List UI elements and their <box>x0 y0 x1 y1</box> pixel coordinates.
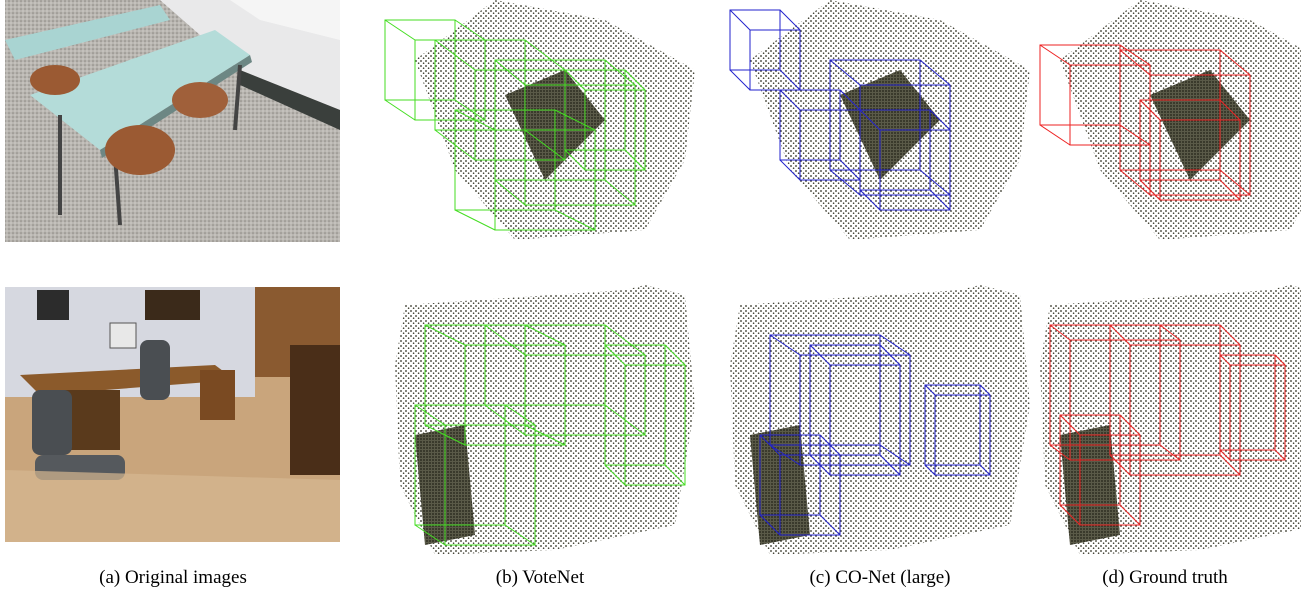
caption: (a) Original images <box>99 567 247 588</box>
box-edge <box>730 70 750 90</box>
figure: (a) Original images (b) VoteNet (c) CO-Net… <box>0 0 1301 592</box>
box-edge <box>1040 45 1070 65</box>
caption: (b) VoteNet <box>496 567 585 588</box>
point-cloud-object <box>1060 425 1120 545</box>
box-edge <box>385 100 415 120</box>
caption: (d) Ground truth <box>1102 567 1228 588</box>
box-edge <box>1040 125 1070 145</box>
photo-office <box>5 287 340 542</box>
box-edge <box>455 210 495 230</box>
box-edge <box>730 10 750 30</box>
box-edge <box>780 10 800 30</box>
caption: (c) CO-Net (large) <box>809 567 950 588</box>
box-edge <box>385 20 415 40</box>
photo-classroom <box>5 0 340 242</box>
